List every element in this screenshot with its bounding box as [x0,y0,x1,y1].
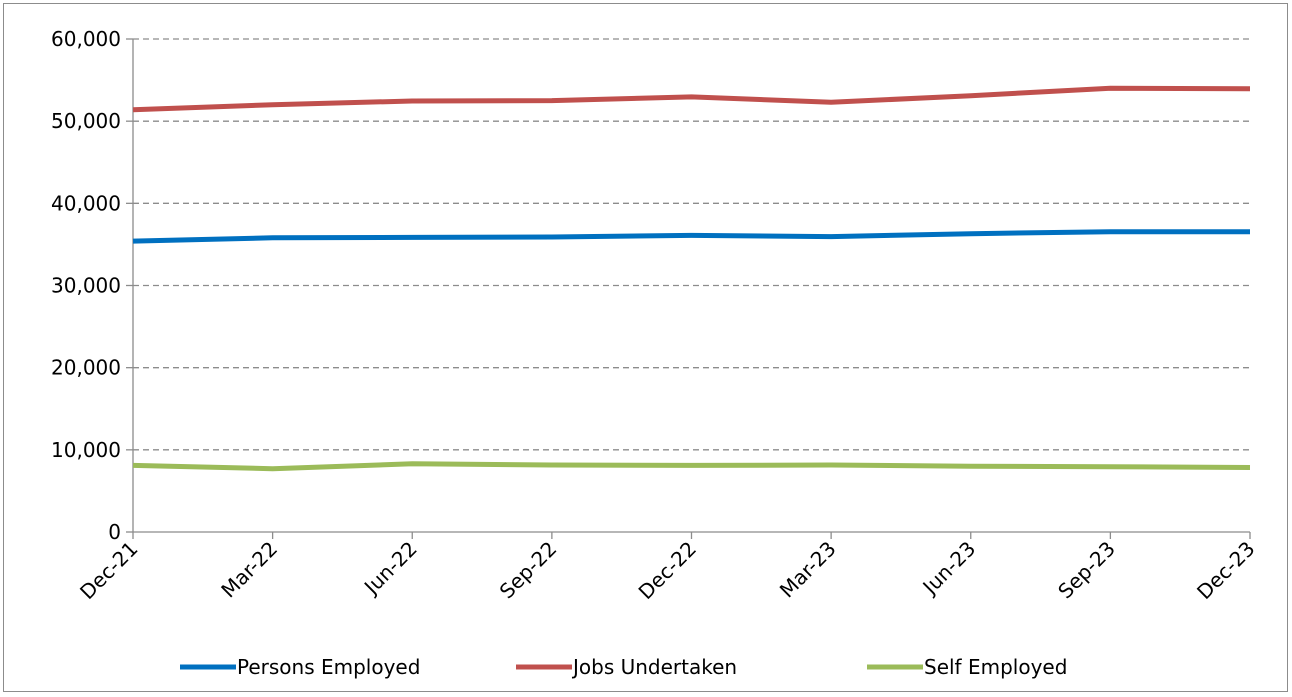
series-line [132,461,1251,472]
x-tick-label: Mar-23 [775,537,841,603]
legend-label: Self Employed [924,655,1067,679]
y-tick-label: 20,000 [51,356,121,380]
chart-frame [3,3,1288,692]
x-tick-label: Mar-22 [216,537,282,603]
y-tick-label: 40,000 [51,191,121,215]
y-tick-label: 0 [108,520,121,544]
series-line [132,229,1250,244]
y-tick-label: 60,000 [51,27,121,51]
x-tick-label: Jun-22 [358,537,422,601]
legend-label: Jobs Undertaken [571,655,737,679]
x-tick-label: Dec-22 [634,537,701,604]
series-line [132,85,1251,113]
y-tick-label: 50,000 [51,109,121,133]
x-tick-label: Sep-23 [1053,537,1120,604]
axes: 0 10,000 20,000 30,000 40,000 50,000 60,000 Dec… [51,27,1260,604]
x-tick-label: Dec-21 [75,537,142,604]
y-tick-label: 30,000 [51,274,121,298]
x-tick-label: Dec-23 [1192,537,1259,604]
series-lines [132,85,1251,472]
gridlines [133,38,1250,451]
legend: Persons Employed Jobs Undertaken Self Empl… [180,655,1067,679]
x-tick-label: Jun-23 [917,537,981,601]
legend-label: Persons Employed [237,655,420,679]
y-tick-label: 10,000 [51,438,121,462]
x-tick-label: Sep-22 [495,537,562,604]
